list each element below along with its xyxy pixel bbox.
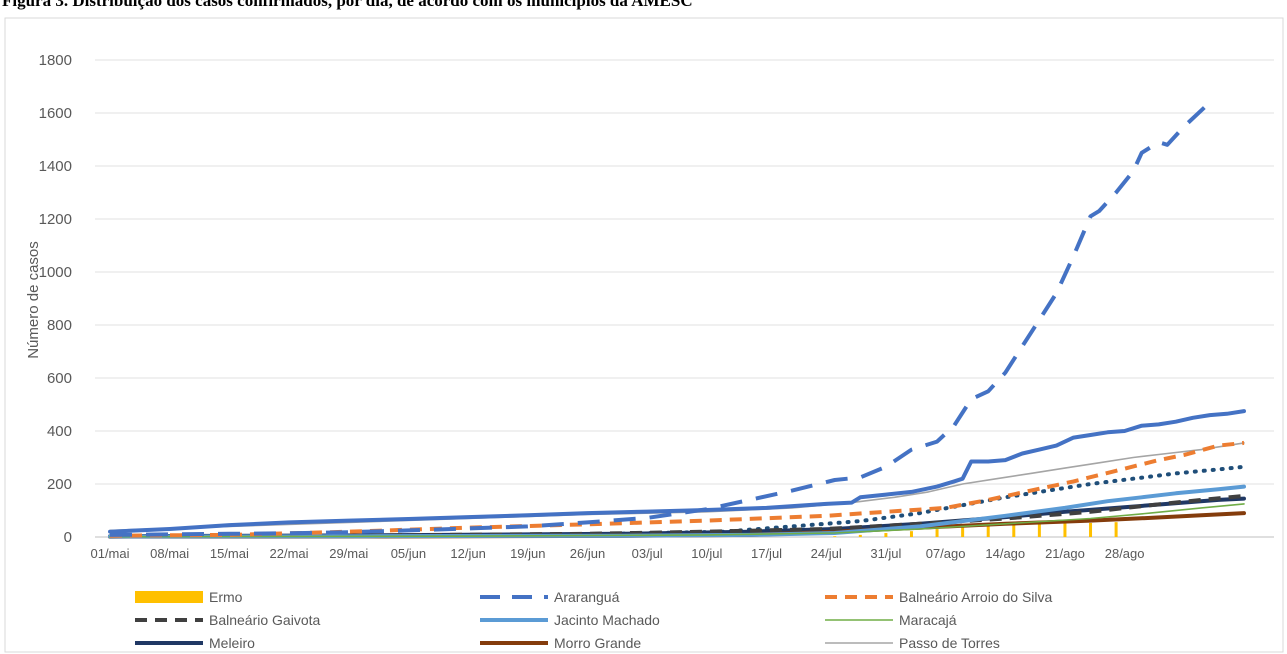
ermo-bar-5 [961,526,965,537]
ermo-bar-3 [909,531,913,537]
ermo-bar-9 [1063,523,1067,537]
legend-label-meleiro: Meleiro [209,635,255,651]
y-tick-800: 800 [47,317,72,334]
ermo-bar-8 [1037,524,1041,537]
x-tick-24-jul: 24/jul [811,546,842,561]
series-ermo-bars [833,522,1118,537]
legend-label-maracaj-: Maracajá [899,612,957,628]
y-tick-600: 600 [47,370,72,387]
legend-label-balne-rio-arroio-do-silva: Balneário Arroio do Silva [899,589,1053,605]
x-tick-22-mai: 22/mai [270,546,309,561]
legend-label-jacinto-machado: Jacinto Machado [554,612,660,628]
legend-label-ermo: Ermo [209,589,243,605]
x-tick-28-ago: 28/ago [1105,546,1145,561]
y-tick-1600: 1600 [39,105,72,122]
y-tick-400: 400 [47,423,72,440]
x-tick-10-jul: 10/jul [691,546,722,561]
x-tick-15-mai: 15/mai [210,546,249,561]
x-tick-03-jul: 03/jul [632,546,663,561]
y-tick-1400: 1400 [39,158,72,175]
legend-label-balne-rio-gaivota: Balneário Gaivota [209,612,321,628]
x-tick-labels: 01/mai 08/mai 15/mai 22/mai 29/mai 05/jun 12/j… [90,546,1144,561]
chart-frame [4,17,1284,653]
ermo-bar-7 [1012,524,1016,537]
x-tick-05-jun: 05/jun [391,546,426,561]
series-line-unnamed-9 [108,464,1246,539]
ermo-bar-6 [986,525,990,537]
series-line-balne-rio-arroio-do-silva [109,440,1245,538]
legend-label-morro-grande: Morro Grande [554,635,641,651]
legend-label-passo-de-torres: Passo de Torres [899,635,1000,651]
ermo-bar-0 [833,536,837,537]
ermo-bar-1 [858,534,862,537]
x-tick-14-ago: 14/ago [985,546,1025,561]
legend-swatch-ermo [135,591,203,603]
series-group [108,100,1246,539]
ermo-bar-2 [884,533,888,537]
x-tick-07-ago: 07/ago [926,546,966,561]
figure-title: Figura 3. Distribuição dos casos confirm… [2,0,693,10]
x-tick-31-jul: 31/jul [870,546,901,561]
series-line-unnamed-10 [108,409,1246,534]
y-tick-1800: 1800 [39,52,72,69]
x-tick-01-mai: 01/mai [90,546,129,561]
y-tick-1200: 1200 [39,211,72,228]
y-tick-labels: 0 200 400 600 800 1000 1200 1400 1600 1800 [39,52,72,546]
x-tick-17-jul: 17/jul [751,546,782,561]
series-line-maracaj- [109,503,1245,538]
series-line-passo-de-torres [109,442,1245,532]
x-tick-12-jun: 12/jun [450,546,485,561]
y-tick-1000: 1000 [39,264,72,281]
y-tick-200: 200 [47,476,72,493]
y-axis-label: Número de casos [25,241,42,359]
legend-label-ararangu-: Araranguá [554,589,620,605]
series-line-balne-rio-gaivota [109,493,1245,539]
ermo-bar-11 [1114,522,1118,537]
x-tick-21-ago: 21/ago [1045,546,1085,561]
x-tick-19-jun: 19/jun [510,546,545,561]
gridlines [95,59,1274,538]
x-tick-26-jun: 26/jun [570,546,605,561]
y-tick-0: 0 [64,529,72,546]
legend: Ermo Araranguá Balneário Arroio do Silva Ba… [135,589,1053,651]
x-tick-29-mai: 29/mai [329,546,368,561]
x-tick-08-mai: 08/mai [150,546,189,561]
ermo-bar-10 [1089,522,1093,537]
series-line-ararangu- [109,100,1212,537]
ermo-bar-4 [935,529,939,537]
